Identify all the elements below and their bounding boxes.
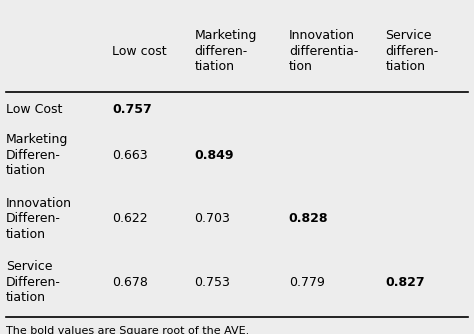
Text: Innovation
Differen-
tiation: Innovation Differen- tiation (6, 197, 72, 241)
Text: 0.663: 0.663 (112, 149, 148, 162)
Text: Service
differen-
tiation: Service differen- tiation (385, 29, 438, 73)
Text: 0.779: 0.779 (289, 276, 325, 289)
Text: Innovation
differentia-
tion: Innovation differentia- tion (289, 29, 358, 73)
Text: 0.703: 0.703 (195, 212, 230, 225)
Text: Low cost: Low cost (112, 45, 167, 58)
Text: 0.753: 0.753 (195, 276, 230, 289)
Text: The bold values are Square root of the AVE.: The bold values are Square root of the A… (6, 326, 249, 334)
Text: 0.678: 0.678 (112, 276, 148, 289)
Text: Marketing
differen-
tiation: Marketing differen- tiation (195, 29, 257, 73)
Text: 0.828: 0.828 (289, 212, 328, 225)
Text: Service
Differen-
tiation: Service Differen- tiation (6, 260, 61, 304)
Text: 0.849: 0.849 (195, 149, 234, 162)
Text: 0.757: 0.757 (112, 103, 152, 116)
Text: 0.827: 0.827 (385, 276, 425, 289)
Text: 0.622: 0.622 (112, 212, 148, 225)
Text: Marketing
Differen-
tiation: Marketing Differen- tiation (6, 133, 68, 177)
Text: Low Cost: Low Cost (6, 103, 63, 116)
